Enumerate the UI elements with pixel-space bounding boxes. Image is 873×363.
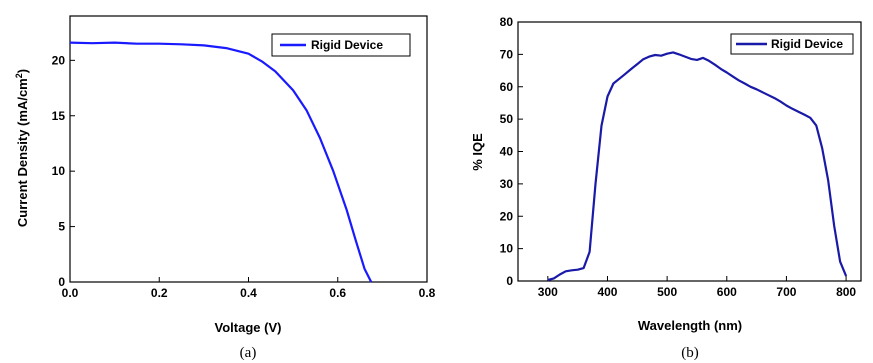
x-axis-label-a: Voltage (V) xyxy=(215,320,282,335)
x-ticks-a: 0.0 0.2 0.4 0.6 0.8 xyxy=(62,277,436,300)
panel-b: 300 400 500 600 700 800 0 10 20 30 40 50 60 70 80 Wav… xyxy=(470,15,862,361)
y-tick-label: 15 xyxy=(52,109,66,123)
panel-label-b: (b) xyxy=(681,345,699,361)
legend-b: Rigid Device xyxy=(730,33,854,55)
x-tick-label: 0.4 xyxy=(240,286,257,300)
y-tick-label: 5 xyxy=(58,220,65,234)
y-tick-label: 60 xyxy=(500,80,514,94)
x-tick-label: 800 xyxy=(836,285,856,299)
y-tick-label: 10 xyxy=(500,242,514,256)
y-tick-label: 30 xyxy=(500,177,514,191)
y-tick-label: 80 xyxy=(500,15,514,29)
legend-label-a: Rigid Device xyxy=(311,38,383,52)
y-ticks-b: 0 10 20 30 40 50 60 70 80 xyxy=(500,15,523,288)
y-axis-label-b: % IQE xyxy=(470,133,485,171)
x-tick-label: 0.2 xyxy=(151,286,168,300)
x-tick-label: 0.0 xyxy=(62,286,79,300)
x-tick-label: 0.8 xyxy=(419,286,436,300)
iv-curve-line xyxy=(69,41,373,283)
y-tick-label: 0 xyxy=(58,275,65,289)
panel-a: 0.0 0.2 0.4 0.6 0.8 0 5 10 15 20 Voltage (V) Cur… xyxy=(14,15,436,361)
iqe-curve-line xyxy=(547,51,848,282)
y-tick-label: 70 xyxy=(500,47,514,61)
x-tick-label: 400 xyxy=(597,285,617,299)
y-tick-label: 0 xyxy=(506,274,513,288)
legend-box-b xyxy=(730,33,854,55)
y-tick-label: 50 xyxy=(500,112,514,126)
x-tick-label: 600 xyxy=(717,285,737,299)
y-axis-label-a: Current Density (mA/cm2) xyxy=(14,69,30,227)
x-tick-label: 500 xyxy=(657,285,677,299)
x-tick-label: 300 xyxy=(538,285,558,299)
y-tick-label: 20 xyxy=(52,53,66,67)
legend-a: Rigid Device xyxy=(271,33,411,57)
x-tick-label: 0.6 xyxy=(329,286,346,300)
panel-label-a: (a) xyxy=(240,345,257,361)
legend-label-b: Rigid Device xyxy=(771,37,843,51)
y-tick-label: 40 xyxy=(500,145,514,159)
y-tick-label: 20 xyxy=(500,209,514,223)
legend-box-a xyxy=(271,33,411,57)
x-ticks-b: 300 400 500 600 700 800 xyxy=(538,276,856,299)
plot-area-b xyxy=(517,21,862,282)
x-axis-label-b: Wavelength (nm) xyxy=(638,318,742,333)
y-tick-label: 10 xyxy=(52,164,66,178)
y-ticks-a: 0 5 10 15 20 xyxy=(52,53,75,289)
x-tick-label: 700 xyxy=(776,285,796,299)
